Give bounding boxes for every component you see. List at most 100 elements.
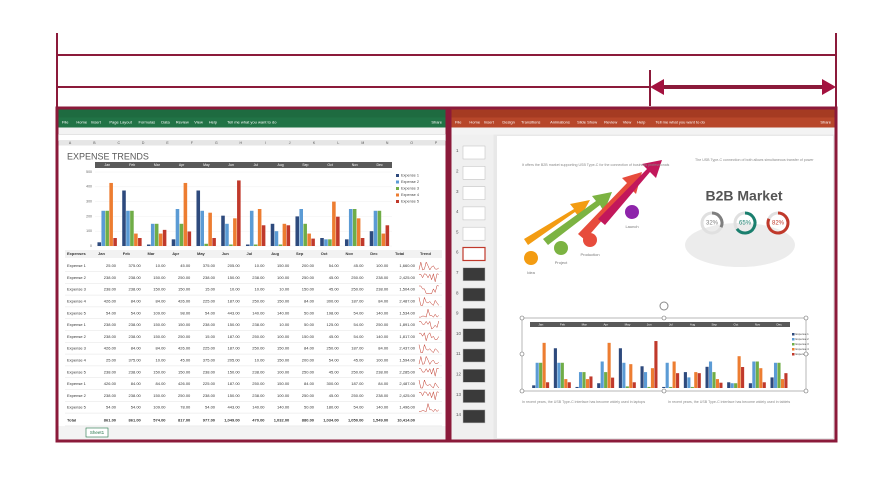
arrow-shape [598,160,662,225]
cell-total: 2,285.00 [399,369,415,374]
slide-thumbnail[interactable] [462,348,486,363]
table-header: Dec [370,251,378,256]
ribbon-tab[interactable]: File [62,120,69,125]
sheet-tab-label[interactable]: Sheet1 [90,430,105,435]
tell-me[interactable]: Tell me what you want to do [227,120,277,125]
ring-arc [766,211,790,235]
ribbon-tab[interactable]: Help [209,120,218,125]
slide-thumbnail[interactable] [462,145,486,160]
column-header-row [58,140,446,146]
bar [748,383,752,388]
bar [158,233,163,246]
bar [299,209,303,246]
ribbon-tab[interactable]: Home [469,120,480,125]
slide-thumbnail[interactable] [462,328,486,342]
ribbon-tab[interactable]: Page Layout [109,120,132,125]
row-label: Expense 2 [67,334,87,339]
slide-thumbnail[interactable] [462,287,486,302]
selection-handle[interactable] [519,315,525,321]
bar [130,210,134,246]
slide-thumbnail[interactable] [462,166,486,180]
bar [360,238,365,246]
legend-swatch [792,333,795,336]
slide-number: 6 [456,250,459,255]
slide-thumbnail[interactable] [462,246,486,262]
selection-handle[interactable] [519,388,525,394]
legend-swatch [792,353,795,356]
bar [356,218,361,246]
slide-thumbnail[interactable] [462,409,486,424]
world-map [685,223,795,267]
bar [101,210,105,246]
row-label: Expense 3 [67,287,87,292]
cell: 10.00 [255,287,266,292]
ribbon-tab[interactable]: Slide Show [577,120,597,125]
ribbon-tab[interactable]: Animations [550,120,570,125]
table-header: Feb [123,251,131,256]
slide-thumbnail[interactable] [462,369,486,383]
cell: 250.00 [252,381,265,386]
step-icon [583,233,597,247]
bar [662,386,666,388]
bar [589,376,593,388]
bar [369,231,374,246]
table-header: Aug [271,251,279,256]
y-tick-label: 100 [86,229,92,233]
slide-thumbnail[interactable] [462,186,486,200]
y-tick-label: 200 [86,214,92,218]
cell: 150.00 [153,287,166,292]
slide-thumbnail[interactable] [462,226,486,241]
slide-thumbnail[interactable] [462,206,486,221]
bar [560,362,564,388]
share-button[interactable]: Share [820,120,831,125]
ribbon-tab[interactable]: View [194,120,203,125]
cell: 300.00 [327,298,340,303]
cell: 109.00 [153,310,166,315]
selection-handle[interactable] [661,315,667,321]
selection-handle[interactable] [661,388,667,394]
slide-thumbnail[interactable] [462,389,486,403]
rotate-handle[interactable] [659,301,669,311]
ribbon-tab[interactable]: View [623,120,632,125]
selection-handle[interactable] [519,351,525,357]
sheet-tab[interactable] [85,427,109,438]
ribbon-tab[interactable]: Review [176,120,189,125]
tell-me[interactable]: Tell me what you want to do [656,120,706,125]
ribbon-tab[interactable]: File [455,120,462,125]
bar [582,372,586,388]
bar [109,182,113,246]
ribbon-tab[interactable]: Data [161,120,170,125]
cell: 238.00 [203,275,216,280]
legend-label: Expense 5 [796,352,810,356]
share-button[interactable]: Share [431,120,442,125]
cell: 84.00 [156,298,167,303]
bar [784,373,788,388]
selection-handle[interactable] [803,351,809,357]
slide-thumbnail[interactable] [462,267,486,282]
cell: 10.00 [279,287,290,292]
column-letter: M [361,141,364,145]
ribbon-tab[interactable]: Transitions [521,120,540,125]
cell: 238.00 [203,322,216,327]
cell: 977.00 [203,417,216,422]
ribbon-tab[interactable]: Insert [91,120,102,125]
ribbon-tab[interactable]: Insert [484,120,495,125]
slide-number: 12 [456,371,462,376]
legend-label: Expense 3 [796,342,810,346]
selection-handle[interactable] [803,315,809,321]
table-header: Mar [148,251,156,256]
bar [676,373,680,388]
ribbon-tab[interactable]: Review [604,120,617,125]
slide-thumbnail[interactable] [462,308,486,322]
ribbon-tab[interactable]: Help [637,120,646,125]
ribbon-tab[interactable]: Home [76,120,87,125]
month-label: Feb [129,163,135,167]
selection-handle[interactable] [803,388,809,394]
cell: 150.00 [228,275,241,280]
bar [535,362,539,388]
row-label: Expense 2 [67,393,87,398]
ribbon-tab[interactable]: Design [502,120,514,125]
ribbon-tab[interactable]: Formulas [139,120,156,125]
bar [179,223,184,246]
cell: 10.00 [156,357,167,362]
